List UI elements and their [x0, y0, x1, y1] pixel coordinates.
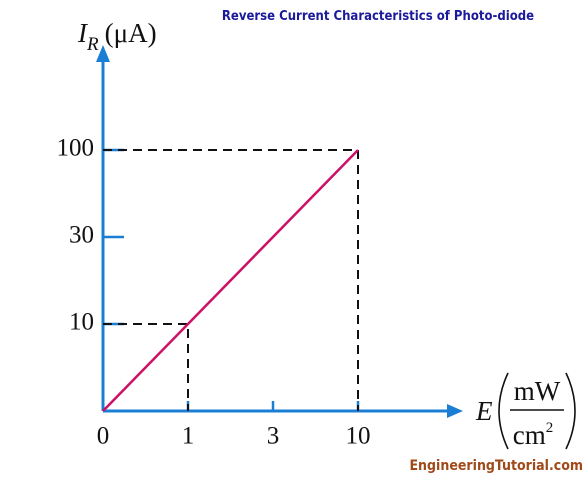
paren-right [565, 372, 576, 450]
y-unit: (μA) [105, 18, 157, 48]
data-line [102, 149, 359, 412]
watermark: EngineeringTutorial.com [409, 458, 583, 474]
x-symbol: E [475, 396, 493, 426]
x-denominator: cm2 [513, 420, 554, 450]
y-tick-label: 30 [69, 222, 94, 249]
guide-line [103, 323, 189, 411]
x-tick-label: 10 [346, 423, 371, 450]
y-arrow [96, 45, 110, 62]
chart-title: Reverse Current Characteristics of Photo… [222, 9, 534, 24]
x-numerator: mW [514, 376, 561, 406]
x-arrow [447, 404, 463, 418]
y-axis-label: IR (μA) [77, 18, 157, 55]
x-den-base: cm [513, 420, 546, 450]
x-tick-label: 0 [97, 423, 110, 450]
x-tick-label: 1 [182, 423, 195, 450]
x-tick-label: 3 [267, 423, 280, 450]
y-subscript: R [86, 34, 99, 55]
paren-left [498, 372, 509, 450]
y-symbol: I [77, 18, 89, 48]
y-tick-label: 10 [69, 309, 94, 336]
y-tick-label: 100 [57, 135, 95, 162]
x-exponent: 2 [546, 420, 554, 436]
